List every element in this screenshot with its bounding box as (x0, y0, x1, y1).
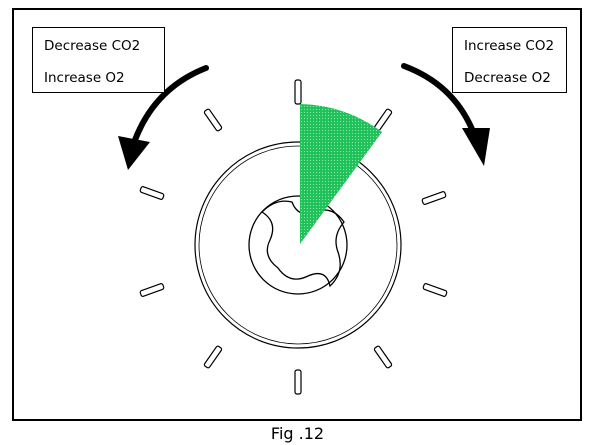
outer-ring-inner-edge (198, 145, 398, 345)
left-label-box: Decrease CO2 Increase O2 (32, 27, 165, 93)
outer-ring (194, 141, 402, 349)
tick-marks (139, 79, 448, 395)
right-label-line2: Decrease O2 (464, 70, 551, 86)
curved-arrow-counterclockwise-icon (118, 65, 209, 170)
right-label-box: Increase CO2 Decrease O2 (452, 27, 567, 93)
figure-caption: Fig .12 (270, 424, 325, 443)
right-label-line1: Increase CO2 (464, 38, 555, 54)
inner-hub (248, 195, 348, 295)
left-label-line2: Increase O2 (44, 70, 125, 86)
curved-arrow-clockwise-icon (401, 63, 490, 166)
left-label-line1: Decrease CO2 (44, 38, 141, 54)
green-sector (300, 104, 382, 244)
